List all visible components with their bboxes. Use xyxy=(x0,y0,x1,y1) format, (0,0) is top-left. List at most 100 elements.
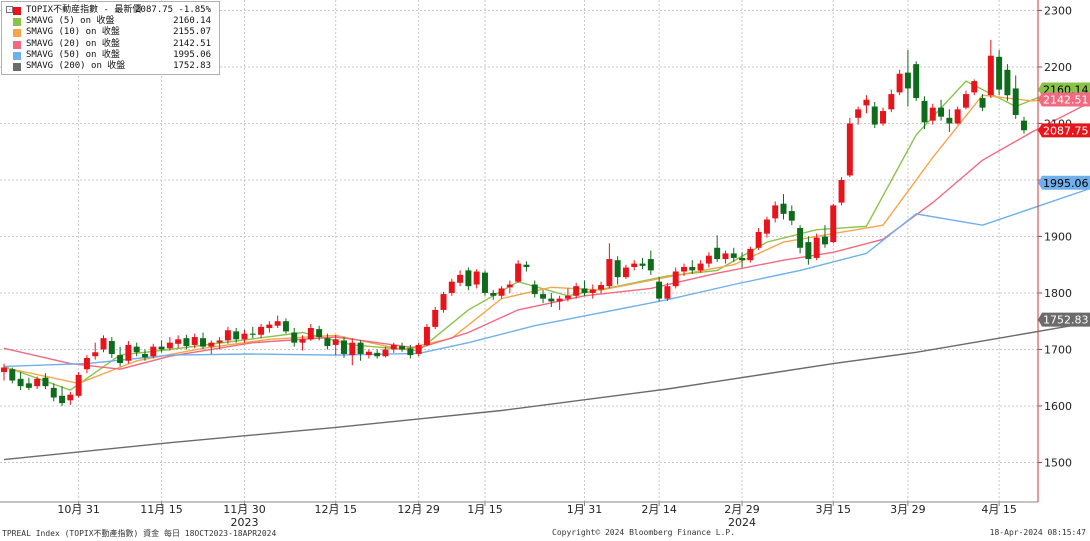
candle-body xyxy=(681,266,687,272)
y-tick-label: 1700 xyxy=(1044,343,1072,356)
candle-body xyxy=(50,387,57,398)
legend-swatch xyxy=(13,7,21,15)
legend-label: SMAVG (20) on 收盤 xyxy=(26,38,120,49)
legend-swatch xyxy=(13,29,21,38)
candle-body xyxy=(191,337,198,345)
candle-body xyxy=(415,344,422,354)
candle-body xyxy=(423,326,430,345)
value-tag xyxy=(1038,175,1090,190)
candle-body xyxy=(747,248,754,261)
candle-body xyxy=(448,281,455,293)
candlestick-series xyxy=(1,39,1027,406)
candle-body xyxy=(141,353,148,358)
value-tag xyxy=(1038,123,1090,138)
candle-body xyxy=(797,227,804,248)
candle-body xyxy=(506,284,513,288)
x-tick-label: 2月 14 xyxy=(641,503,677,516)
candle-body xyxy=(166,342,173,349)
candle-body xyxy=(390,344,397,350)
footer-copyright: Copyright© 2024 Bloomberg Finance L.P. xyxy=(552,528,736,537)
candle-body xyxy=(697,263,704,271)
candle-body xyxy=(788,211,795,221)
candle-body xyxy=(465,270,472,287)
legend-value: 2142.51 xyxy=(173,38,211,49)
candle-body xyxy=(639,263,646,266)
candle-body xyxy=(722,253,729,260)
legend-label: SMAVG (5) on 收盤 xyxy=(26,16,115,27)
candle-body xyxy=(962,94,969,108)
legend-item: SMAVG (5) on 收盤 2160.14 xyxy=(6,16,215,27)
candle-body xyxy=(83,357,90,370)
candle-body xyxy=(821,236,828,245)
candle-body xyxy=(481,272,488,293)
candle-body xyxy=(241,333,248,340)
candle-body xyxy=(341,340,347,354)
candle-body xyxy=(299,339,306,343)
candle-body xyxy=(954,109,961,124)
candle-body xyxy=(672,271,679,287)
value-tag-label: 2142.51 xyxy=(1043,93,1089,106)
candle-body xyxy=(457,274,464,283)
candle-body xyxy=(357,342,364,354)
candle-body xyxy=(556,298,563,302)
legend-item: - TOPIX不動産指數 - 最新價 2087.75 -1.85% xyxy=(6,5,215,16)
legend-item: SMAVG (20) on 收盤 2142.51 xyxy=(6,39,215,50)
x-tick-label: 3月 29 xyxy=(890,503,926,516)
candle-body xyxy=(548,298,555,302)
candle-body xyxy=(183,338,190,347)
candle-body xyxy=(332,339,339,345)
candle-body xyxy=(407,348,414,356)
candle-body xyxy=(896,73,903,93)
value-tag-label: 1752.83 xyxy=(1043,314,1089,327)
ma-line xyxy=(3,187,1090,368)
candle-body xyxy=(904,72,911,89)
candle-body xyxy=(224,330,231,341)
legend-label: SMAVG (50) on 收盤 xyxy=(26,49,120,60)
candle-body xyxy=(589,289,596,293)
candle-body xyxy=(133,346,140,353)
candle-body xyxy=(755,231,762,248)
legend-value: 2160.14 xyxy=(173,16,211,27)
chart-grid xyxy=(0,0,1038,502)
candle-body xyxy=(573,286,580,296)
value-tag xyxy=(1038,92,1090,107)
legend-value: 1752.83 xyxy=(173,60,211,71)
candle-body xyxy=(490,292,497,296)
candle-body xyxy=(291,332,298,343)
y-tick-label: 1500 xyxy=(1044,456,1072,469)
y-tick-label: 1600 xyxy=(1044,400,1072,413)
candle-body xyxy=(125,344,132,361)
candle-body xyxy=(838,179,845,203)
footer-source: TPREAL Index (TOPIX不動產指數) 資金 每日 18OCT202… xyxy=(2,529,277,538)
candle-body xyxy=(307,327,314,340)
candle-body xyxy=(365,351,372,356)
candle-body xyxy=(92,352,99,357)
x-year-label: 2023 xyxy=(230,516,258,529)
candle-body xyxy=(9,369,16,381)
candle-body xyxy=(846,123,853,176)
candle-body xyxy=(150,346,157,357)
candle-body xyxy=(432,309,439,327)
candle-body xyxy=(1004,69,1011,96)
legend-swatch xyxy=(13,62,21,71)
candle-body xyxy=(946,117,953,124)
candle-body xyxy=(282,321,289,332)
x-year-label: 2024 xyxy=(728,516,756,529)
y-tick-label: 1800 xyxy=(1044,287,1072,300)
collapse-icon[interactable]: - xyxy=(6,6,13,13)
candle-body xyxy=(374,352,381,357)
candle-body xyxy=(631,263,638,267)
candle-body xyxy=(598,285,605,290)
candle-body xyxy=(1012,88,1019,115)
candle-body xyxy=(564,295,571,299)
candle-body xyxy=(208,342,215,347)
value-tag-label: 1995.06 xyxy=(1043,177,1089,190)
candle-body xyxy=(581,288,588,293)
candle-body xyxy=(938,107,945,117)
candle-body xyxy=(473,271,480,285)
legend-label: SMAVG (10) on 收盤 xyxy=(26,27,120,38)
candle-body xyxy=(772,205,779,219)
x-tick-label: 10月 31 xyxy=(57,503,100,516)
candle-body xyxy=(175,339,182,344)
